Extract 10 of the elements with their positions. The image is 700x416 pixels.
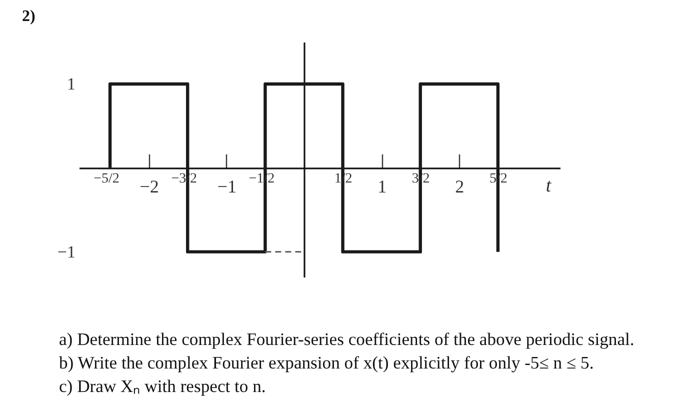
x-tick-label: −2 [140,176,159,196]
x-axis-title: t [546,175,552,196]
x-tick-label: 2 [455,176,464,196]
x-tick-label: −1 [217,176,236,196]
x-tick-label: 1 [378,176,387,196]
text: c) Draw Xₙ with respect to n. [59,376,266,396]
text: a) Determine the complex Fourier-series coefficients of the above periodic signal. [59,329,634,349]
text: b) Write the complex Fourier expansion of x(t) explicitly for only -5≤ n ≤ 5. [59,352,594,372]
x-tick-label: −5/2 [94,171,120,186]
chart-title: 2) [22,8,36,25]
